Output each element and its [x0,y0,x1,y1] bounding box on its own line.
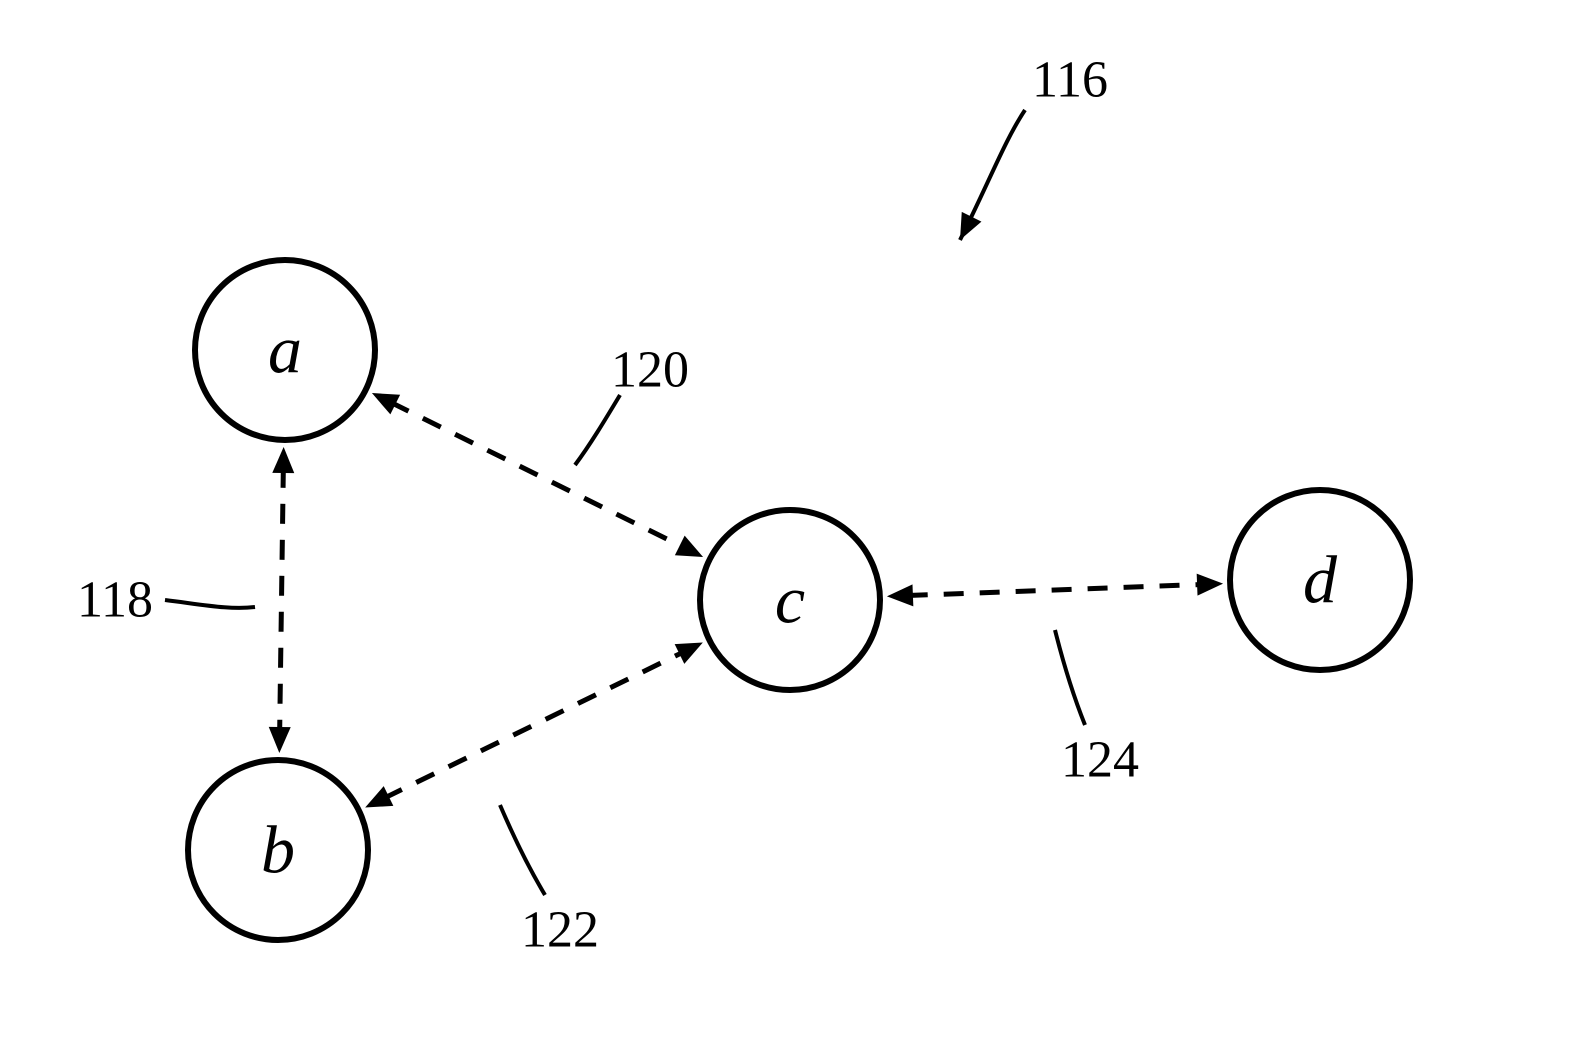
leader-124 [1055,630,1085,725]
diagram-svg [0,0,1595,1038]
leader-122 [500,805,545,895]
edge-ac [391,402,685,547]
edge-bc [384,652,684,799]
node-a-label: a [268,311,302,390]
diagram-canvas: a b c d 116 118 120 122 124 [0,0,1595,1038]
ref-122-label: 122 [521,901,599,960]
node-d-label: d [1303,541,1337,620]
ref-116-label: 116 [1032,51,1108,110]
node-b-label: b [261,811,295,890]
leader-118 [165,600,255,608]
edge-ab [280,468,284,732]
ref-124-label: 124 [1061,731,1139,790]
edge-cd [908,584,1203,595]
ref-118-label: 118 [77,571,153,630]
node-c-label: c [775,561,805,640]
leader-120 [575,395,620,465]
ref-120-label: 120 [611,341,689,400]
